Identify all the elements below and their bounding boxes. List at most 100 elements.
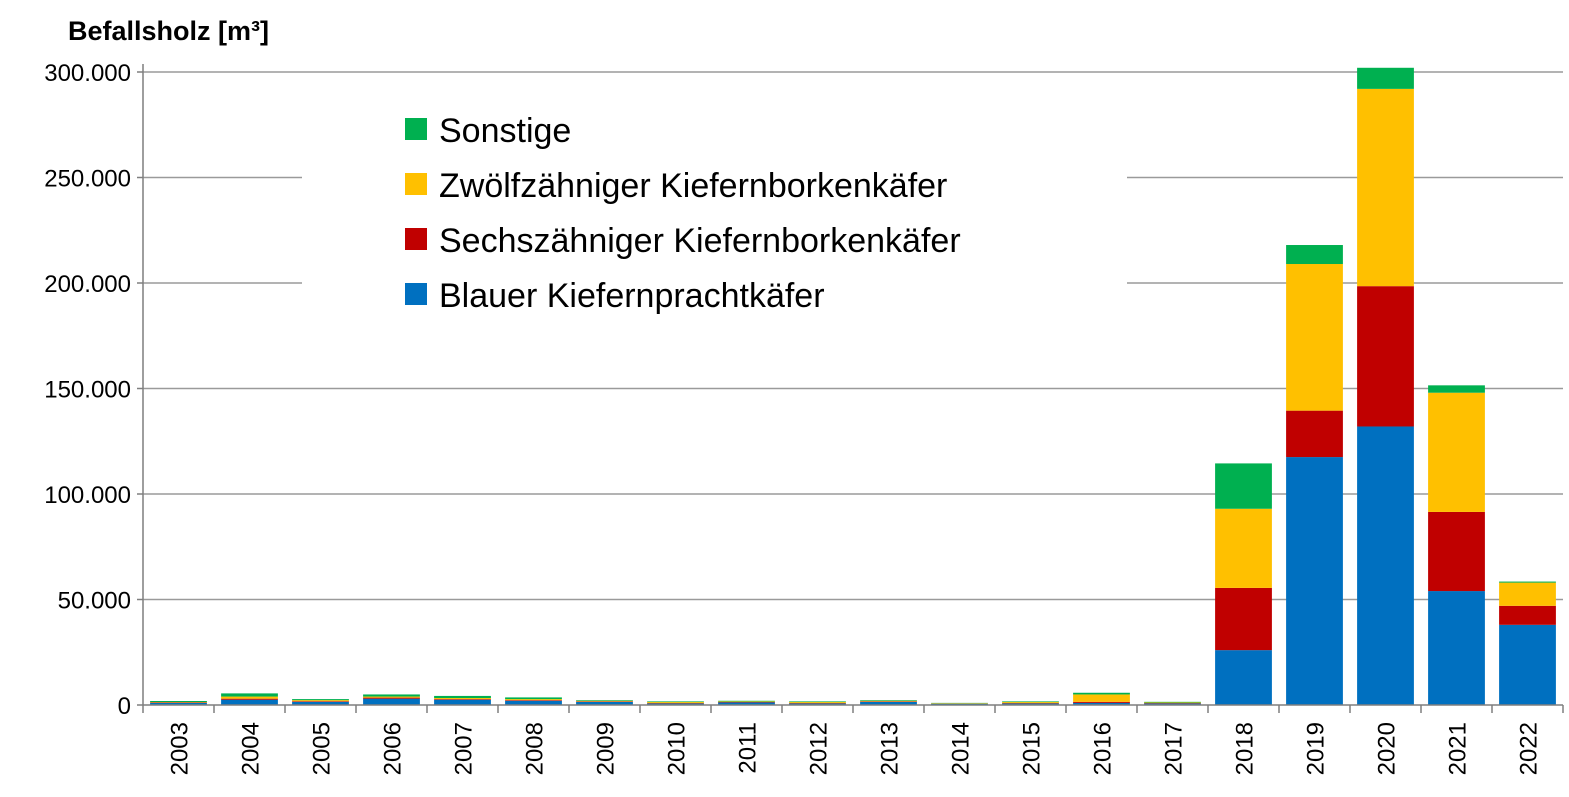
bar-2011-blauer-kiefernprachtk-fer [718, 702, 775, 705]
bar-2005-sechsz-hniger-kiefernborkenk-fer [292, 701, 349, 702]
y-tick-label: 200.000 [44, 271, 131, 298]
legend: Sonstige Zwölfzähniger Kiefernborkenkäfer… [405, 112, 961, 315]
x-tick-label: 2014 [948, 722, 975, 775]
x-tick-label: 2020 [1374, 722, 1401, 775]
x-tick-label: 2012 [806, 722, 833, 775]
x-tick-label: 2009 [593, 722, 620, 775]
bar-2019-sechsz-hniger-kiefernborkenk-fer [1286, 410, 1343, 458]
legend-swatch [405, 173, 427, 195]
bar-2010-sonstige [647, 701, 704, 703]
bar-2012-sonstige [789, 701, 846, 703]
y-tick-label: 0 [118, 693, 131, 720]
bar-2007-zw-lfz-hniger-kiefernborkenk-fer [434, 698, 491, 700]
bar-2016-zw-lfz-hniger-kiefernborkenk-fer [1073, 694, 1130, 702]
bar-2010-zw-lfz-hniger-kiefernborkenk-fer [647, 702, 704, 704]
gridlines [143, 71, 1563, 601]
x-tick-label: 2005 [309, 722, 336, 775]
y-tick-label: 250.000 [44, 166, 131, 193]
x-tick-label: 2017 [1161, 722, 1188, 775]
bar-2003-sonstige [150, 700, 207, 703]
x-tick-label: 2007 [451, 722, 478, 775]
y-axis-title: Befallsholz [m³] [68, 16, 269, 46]
bar-2015-zw-lfz-hniger-kiefernborkenk-fer [1002, 702, 1059, 704]
legend-label: Sechszähniger Kiefernborkenkäfer [439, 222, 961, 260]
bar-2017-sonstige [1144, 701, 1201, 703]
bar-2013-blauer-kiefernprachtk-fer [860, 701, 917, 705]
x-tick-label: 2003 [167, 722, 194, 775]
bar-2021-blauer-kiefernprachtk-fer [1428, 591, 1485, 705]
x-tick-label: 2022 [1516, 722, 1543, 775]
legend-swatch [405, 118, 427, 140]
bar-2015-sonstige [1002, 701, 1059, 703]
bar-2021-sonstige [1428, 385, 1485, 393]
bar-2019-zw-lfz-hniger-kiefernborkenk-fer [1286, 264, 1343, 411]
bar-2005-blauer-kiefernprachtk-fer [292, 701, 349, 705]
bar-2006-sonstige [363, 694, 420, 697]
bar-2011-sonstige [718, 700, 775, 702]
legend-label: Zwölfzähniger Kiefernborkenkäfer [439, 167, 947, 205]
bar-2019-sonstige [1286, 245, 1343, 265]
bar-2006-blauer-kiefernprachtk-fer [363, 698, 420, 705]
bar-2007-blauer-kiefernprachtk-fer [434, 699, 491, 705]
y-tick-label: 300.000 [44, 60, 131, 87]
bar-2004-sechsz-hniger-kiefernborkenk-fer [221, 698, 278, 700]
bar-2004-sonstige [221, 693, 278, 697]
bar-2016-blauer-kiefernprachtk-fer [1073, 702, 1130, 705]
axes [137, 64, 1564, 713]
bar-2008-blauer-kiefernprachtk-fer [505, 700, 562, 705]
bar-2008-sonstige [505, 697, 562, 700]
legend-swatch [405, 228, 427, 250]
bar-2022-blauer-kiefernprachtk-fer [1499, 624, 1556, 705]
bar-2020-zw-lfz-hniger-kiefernborkenk-fer [1357, 88, 1414, 287]
bar-2007-sechsz-hniger-kiefernborkenk-fer [434, 699, 491, 700]
bar-2016-sonstige [1073, 692, 1130, 695]
bar-2008-zw-lfz-hniger-kiefernborkenk-fer [505, 699, 562, 701]
bar-2022-sechsz-hniger-kiefernborkenk-fer [1499, 605, 1556, 625]
bar-2004-zw-lfz-hniger-kiefernborkenk-fer [221, 696, 278, 699]
x-tick-labels: 2003 2004 2005 2006 2007 2008 2009 2010 2011 2012… [167, 722, 1543, 775]
bar-2016-sechsz-hniger-kiefernborkenk-fer [1073, 701, 1130, 703]
x-tick-label: 2018 [1232, 722, 1259, 775]
bar-2013-sonstige [860, 700, 917, 701]
bar-2003-blauer-kiefernprachtk-fer [150, 702, 207, 705]
bar-2011-zw-lfz-hniger-kiefernborkenk-fer [718, 701, 775, 703]
bar-2006-zw-lfz-hniger-kiefernborkenk-fer [363, 696, 420, 698]
x-tick-label: 2016 [1090, 722, 1117, 775]
x-tick-label: 2006 [380, 722, 407, 775]
x-tick-label: 2004 [238, 722, 265, 775]
x-tick-label: 2010 [664, 722, 691, 775]
bar-2018-zw-lfz-hniger-kiefernborkenk-fer [1215, 508, 1272, 588]
bar-2017-zw-lfz-hniger-kiefernborkenk-fer [1144, 702, 1201, 704]
bar-2022-sonstige [1499, 581, 1556, 583]
bar-2008-sechsz-hniger-kiefernborkenk-fer [505, 700, 562, 701]
bar-2013-zw-lfz-hniger-kiefernborkenk-fer [860, 700, 917, 702]
bar-2019-blauer-kiefernprachtk-fer [1286, 457, 1343, 705]
bar-2018-sonstige [1215, 463, 1272, 509]
legend-label: Sonstige [439, 112, 571, 150]
bar-2004-blauer-kiefernprachtk-fer [221, 699, 278, 705]
bar-2020-sonstige [1357, 67, 1414, 89]
bar-2021-sechsz-hniger-kiefernborkenk-fer [1428, 511, 1485, 592]
x-tick-label: 2019 [1303, 722, 1330, 775]
x-tick-label: 2015 [1019, 722, 1046, 775]
legend-swatch [405, 283, 427, 305]
bar-2005-zw-lfz-hniger-kiefernborkenk-fer [292, 700, 349, 702]
bar-2009-blauer-kiefernprachtk-fer [576, 701, 633, 705]
bar-2005-sonstige [292, 699, 349, 701]
y-tick-labels: 0 50.000 100.000 150.000 200.000 250.000 300.0… [44, 60, 131, 720]
bar-2021-zw-lfz-hniger-kiefernborkenk-fer [1428, 392, 1485, 512]
y-tick-label: 150.000 [44, 377, 131, 404]
bar-2006-sechsz-hniger-kiefernborkenk-fer [363, 697, 420, 699]
bar-2007-sonstige [434, 695, 491, 699]
x-tick-label: 2013 [877, 722, 904, 775]
bar-2009-zw-lfz-hniger-kiefernborkenk-fer [576, 700, 633, 702]
bar-2018-blauer-kiefernprachtk-fer [1215, 650, 1272, 705]
bar-2018-sechsz-hniger-kiefernborkenk-fer [1215, 587, 1272, 651]
y-tick-label: 100.000 [44, 482, 131, 509]
bar-2022-zw-lfz-hniger-kiefernborkenk-fer [1499, 582, 1556, 606]
bar-2020-blauer-kiefernprachtk-fer [1357, 426, 1414, 705]
x-tick-label: 2008 [522, 722, 549, 775]
x-tick-label: 2011 [735, 722, 762, 774]
bar-2020-sechsz-hniger-kiefernborkenk-fer [1357, 286, 1414, 427]
